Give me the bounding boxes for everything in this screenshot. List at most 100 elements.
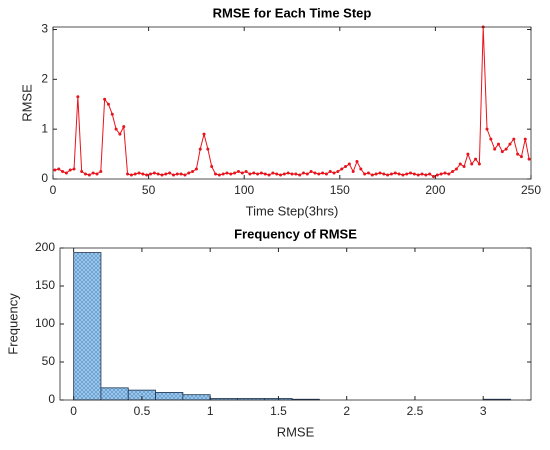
point [259,171,263,175]
point [152,171,156,175]
point [282,172,286,176]
point [252,171,256,175]
point [290,172,294,176]
point [474,157,478,161]
point [275,172,279,176]
point [84,172,88,176]
point [324,172,328,176]
y-tick-label: 1 [41,121,48,135]
point [95,172,99,176]
point [175,172,179,176]
point [244,170,248,174]
x-tick-label: 200 [425,183,445,197]
y-tick-label: 3 [41,22,48,36]
point [240,171,244,175]
point [64,171,68,175]
point [122,125,126,129]
point [344,165,348,169]
point [198,147,202,151]
point [401,173,405,177]
point [99,170,103,174]
point [214,172,218,176]
point [233,171,237,175]
point [137,171,141,175]
point [149,172,153,176]
y-tick-label: 150 [35,278,55,292]
point [466,152,470,156]
point [217,173,221,177]
point [221,172,225,176]
point [168,171,172,175]
point [191,170,195,174]
x-tick-label: 1.5 [270,404,287,418]
point [420,172,424,176]
point [236,170,240,174]
y-tick-label: 0 [48,392,55,406]
point [328,170,332,174]
point [470,162,474,166]
point [447,172,451,176]
point [309,170,313,174]
point [129,173,133,177]
x-axis-label: RMSE [277,424,315,439]
point [263,172,267,176]
x-tick-label: 250 [521,183,541,197]
point [145,173,149,177]
point [451,170,455,174]
point [194,167,198,171]
point [500,150,504,154]
point [351,170,355,174]
point [485,127,489,131]
point [516,152,520,156]
point [301,171,305,175]
point [256,172,260,176]
point [126,172,130,176]
point [332,171,336,175]
point [386,173,390,177]
x-tick-label: 0 [70,404,77,418]
point [431,175,435,179]
x-tick-label: 2.5 [407,404,424,418]
point [225,171,229,175]
point [91,171,95,175]
point [405,172,409,176]
axes-box [52,26,532,180]
point [87,173,91,177]
point [508,142,512,146]
point [61,170,65,174]
point [210,165,214,169]
point [477,162,481,166]
point [313,171,317,175]
bar [182,394,211,401]
point [416,173,420,177]
point [519,155,523,159]
point [53,168,57,172]
point [206,147,210,151]
x-tick-label: 100 [234,183,254,197]
y-tick-label: 50 [42,354,56,368]
point [443,171,447,175]
point [347,162,351,166]
point [397,172,401,176]
point [141,172,145,176]
point [393,171,397,175]
y-tick-label: 100 [35,316,55,330]
point [428,172,432,176]
point [340,167,344,171]
point [424,173,428,177]
point [160,173,164,177]
point [336,170,340,174]
point [156,172,160,176]
point [286,171,290,175]
x-tick-label: 3 [480,404,487,418]
point [366,171,370,175]
chart-title: RMSE for Each Time Step [213,5,372,20]
point [103,97,107,101]
point [80,170,84,174]
x-tick-label: 2 [343,404,350,418]
point [305,172,309,176]
point [271,171,275,175]
point [294,172,298,176]
point [187,171,191,175]
